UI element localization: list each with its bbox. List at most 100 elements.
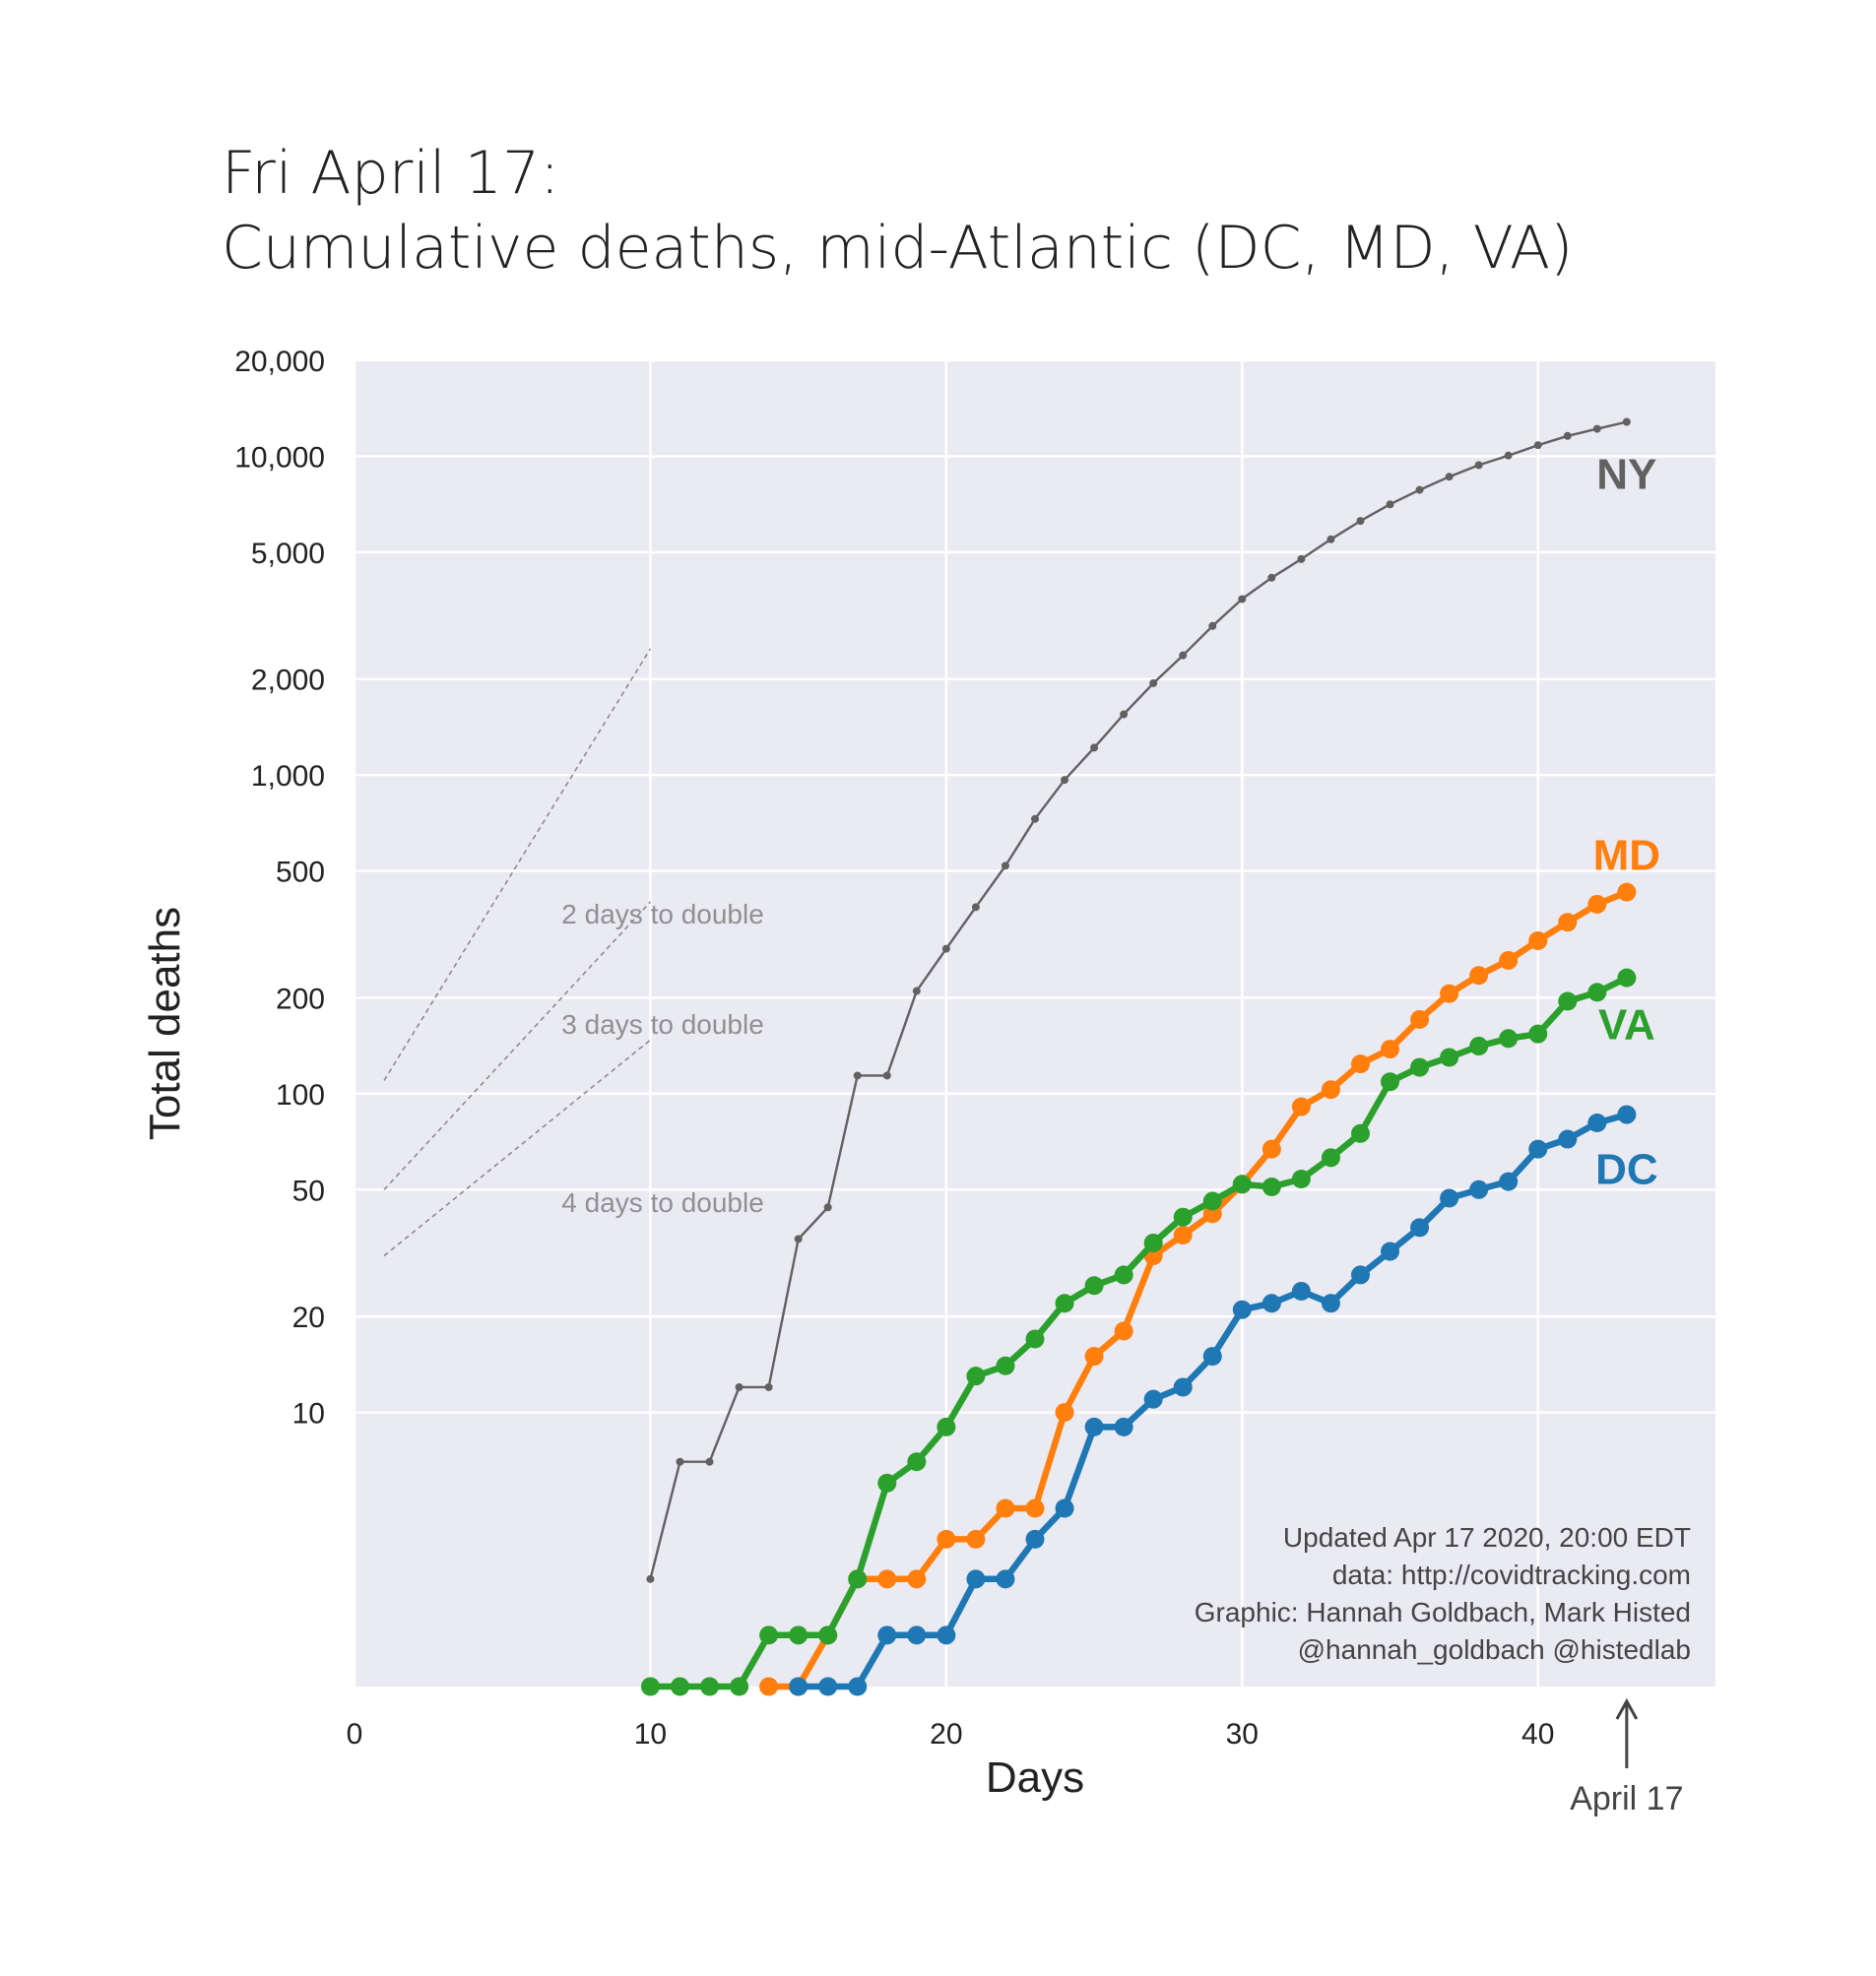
data-point	[1587, 894, 1607, 914]
data-point	[1261, 1178, 1281, 1197]
tick-labels: 0 10 20 30 40 10 20 50 100 200 500 1,000 2,000 5,000 1…	[234, 346, 1554, 1751]
data-point	[1025, 1329, 1045, 1349]
data-point	[1267, 573, 1276, 582]
y-tick-label: 500	[276, 857, 325, 889]
data-point	[1356, 517, 1365, 526]
arrow-up-icon	[1615, 1697, 1639, 1720]
y-tick-label: 20	[292, 1302, 325, 1334]
data-point	[1410, 1009, 1430, 1029]
data-point	[1173, 1207, 1193, 1227]
data-point	[907, 1569, 927, 1589]
chart-title-line-1: Fri April 17:	[222, 139, 560, 208]
data-point	[877, 1569, 897, 1589]
data-point	[794, 1235, 803, 1243]
data-point	[996, 1498, 1015, 1518]
data-point	[1445, 473, 1454, 481]
data-point	[1587, 1113, 1607, 1132]
y-tick-label: 20,000	[234, 346, 325, 378]
data-point	[1084, 1347, 1104, 1367]
data-point	[1061, 776, 1069, 785]
doubling-line	[383, 1039, 651, 1257]
series-line	[650, 975, 1629, 1690]
data-point	[735, 1382, 744, 1391]
data-point	[1297, 554, 1306, 563]
chart-title: Fri April 17: Cumulative deaths, mid-Atl…	[222, 136, 1573, 286]
data-point	[1558, 1129, 1578, 1149]
data-point	[1528, 930, 1548, 950]
series-ny	[646, 417, 1631, 1583]
data-point	[1415, 485, 1424, 494]
doubling-reference-lines: 2 days to double 3 days to double 4 days t…	[383, 648, 764, 1257]
data-point	[1291, 1169, 1311, 1188]
data-point	[966, 1529, 986, 1549]
credits-line: Updated Apr 17 2020, 20:00 EDT	[1283, 1522, 1691, 1553]
data-point	[1440, 1188, 1459, 1208]
data-point	[877, 1625, 897, 1645]
data-point	[1410, 1218, 1430, 1238]
data-point	[941, 944, 950, 953]
doubling-line	[383, 648, 652, 1081]
data-point	[1528, 1139, 1548, 1159]
data-point	[1558, 991, 1578, 1011]
credits-line: Graphic: Hannah Goldbach, Mark Histed	[1195, 1597, 1691, 1627]
data-point	[1025, 1498, 1045, 1518]
y-tick-label: 100	[276, 1079, 325, 1112]
data-point	[1381, 1072, 1400, 1092]
chart-title-line-2: Cumulative deaths, mid-Atlantic (DC, MD,…	[222, 214, 1574, 283]
data-point	[1474, 461, 1483, 470]
data-point	[1499, 1029, 1519, 1049]
credits-line: data: http://covidtracking.com	[1332, 1560, 1691, 1590]
data-point	[1410, 1057, 1430, 1077]
data-point	[1208, 621, 1217, 630]
doubling-label: 2 days to double	[561, 899, 764, 929]
data-point	[1232, 1300, 1252, 1319]
data-point	[1440, 984, 1459, 1003]
data-point	[759, 1677, 779, 1696]
data-point	[848, 1569, 868, 1589]
data-point	[1149, 678, 1158, 687]
series-labels: NY MD VA DC	[1593, 450, 1660, 1193]
data-point	[966, 1569, 986, 1589]
data-point	[1202, 1191, 1222, 1211]
data-point	[912, 987, 921, 995]
data-point	[1381, 1242, 1400, 1261]
data-point	[1350, 1054, 1370, 1074]
data-point	[1084, 1417, 1104, 1436]
data-point	[996, 1569, 1015, 1589]
data-point	[730, 1677, 749, 1696]
data-point	[670, 1677, 689, 1696]
data-point	[1350, 1265, 1370, 1285]
data-point	[853, 1071, 862, 1080]
data-point	[1055, 1498, 1074, 1518]
data-point	[907, 1625, 927, 1645]
data-point	[1173, 1225, 1193, 1244]
data-point	[1592, 424, 1601, 433]
data-point	[971, 903, 980, 912]
x-tick-label: 20	[930, 1718, 962, 1751]
april-17-annotation: April 17	[1570, 1697, 1684, 1817]
data-point	[1179, 651, 1188, 660]
data-point	[1232, 1175, 1252, 1194]
x-tick-label: 30	[1226, 1718, 1259, 1751]
y-tick-label: 10,000	[234, 441, 325, 474]
data-point	[1350, 1123, 1370, 1143]
data-point	[764, 1382, 773, 1391]
data-point	[1321, 1294, 1340, 1313]
data-point	[1031, 814, 1039, 823]
data-point	[1622, 417, 1631, 426]
data-point	[1321, 1080, 1340, 1100]
data-point	[823, 1203, 832, 1212]
y-tick-label: 10	[292, 1398, 325, 1431]
data-point	[1499, 950, 1519, 970]
data-point	[1440, 1048, 1459, 1067]
data-point	[789, 1677, 809, 1696]
data-point	[1386, 500, 1394, 509]
x-tick-label: 40	[1521, 1718, 1554, 1751]
data-point	[759, 1625, 779, 1645]
data-point	[937, 1529, 956, 1549]
credits-line: @hannah_goldbach @histedlab	[1298, 1634, 1691, 1665]
series-label-va: VA	[1598, 1000, 1655, 1049]
series-label-md: MD	[1593, 832, 1660, 880]
data-point	[1326, 535, 1335, 543]
